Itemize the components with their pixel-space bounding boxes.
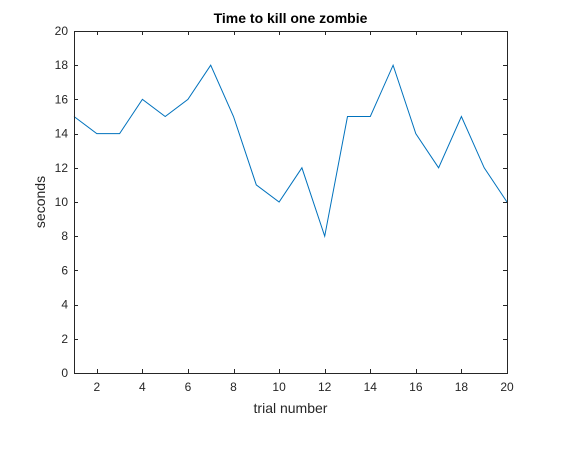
x-tick-label: 14	[364, 380, 378, 394]
y-tick-label: 2	[61, 332, 68, 346]
axes-box	[74, 31, 508, 374]
plot-area	[74, 31, 507, 373]
chart-title: Time to kill one zombie	[214, 10, 368, 26]
y-tick-label: 6	[61, 263, 68, 277]
x-tick-label: 12	[318, 380, 332, 394]
y-tick-label: 0	[61, 366, 68, 380]
x-tick-label: 18	[455, 380, 469, 394]
x-tick-label: 2	[93, 380, 100, 394]
x-tick-label: 6	[185, 380, 192, 394]
x-tick-label: 16	[409, 380, 423, 394]
x-axis-label: trial number	[254, 400, 328, 416]
y-axis-label: seconds	[32, 176, 48, 228]
y-tick-label: 8	[61, 229, 68, 243]
series-layer	[73, 63, 508, 239]
y-tick-label: 20	[55, 24, 69, 38]
y-tick-label: 4	[61, 298, 68, 312]
x-tick-label: 4	[139, 380, 146, 394]
x-tick-label: 20	[500, 380, 514, 394]
x-tick-label: 10	[272, 380, 286, 394]
x-tick-label: 8	[230, 380, 237, 394]
tick-labels-layer: 2 4 6 8 10 12 14 16 18 20 0 2 4 6 8 10 12 14 16 18 20	[55, 24, 514, 394]
y-tick-label: 14	[55, 127, 69, 141]
y-tick-label: 18	[55, 58, 69, 72]
y-tick-label: 16	[55, 92, 69, 106]
series-line-0	[73, 63, 508, 239]
y-tick-label: 10	[55, 195, 69, 209]
y-tick-label: 12	[55, 161, 69, 175]
